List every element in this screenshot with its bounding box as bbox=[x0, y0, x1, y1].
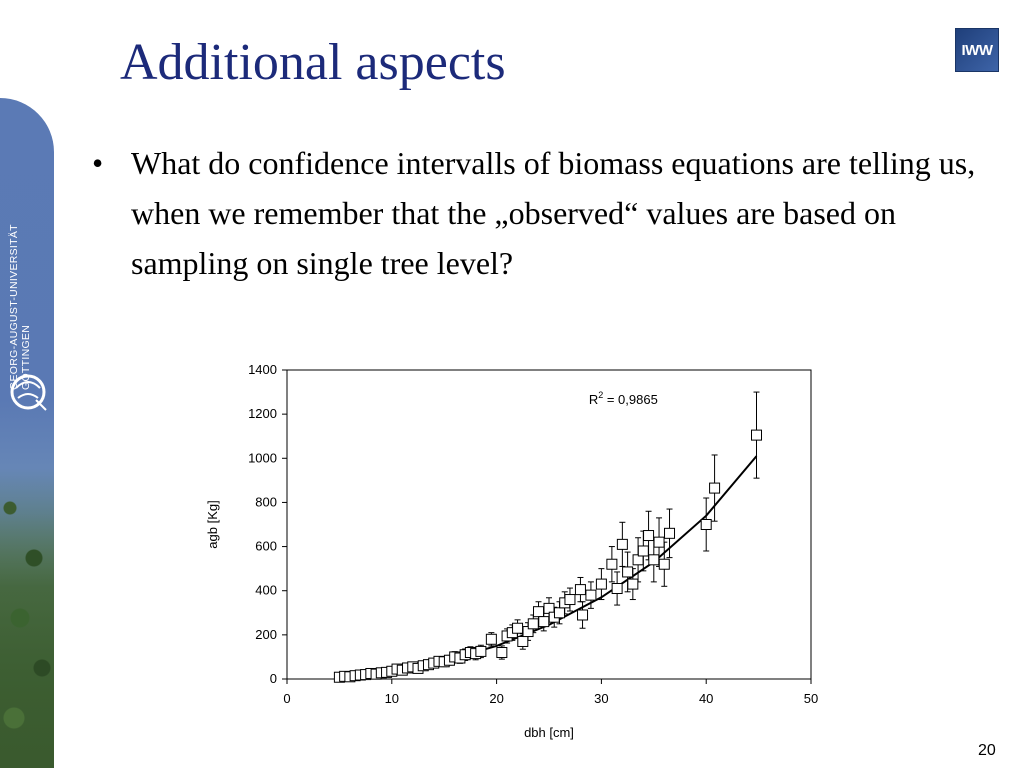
data-point bbox=[595, 578, 607, 590]
data-point bbox=[533, 606, 545, 618]
y-tick-label: 1400 bbox=[248, 362, 277, 377]
r-squared-value: = 0,9865 bbox=[603, 392, 658, 407]
data-point bbox=[643, 530, 655, 542]
data-point bbox=[611, 583, 623, 595]
y-tick-label: 400 bbox=[255, 583, 277, 598]
data-point bbox=[700, 519, 712, 530]
data-point bbox=[496, 647, 508, 659]
page-number: 20 bbox=[978, 742, 996, 759]
slide-title: Additional aspects bbox=[120, 34, 506, 91]
data-point bbox=[577, 609, 589, 621]
data-point bbox=[648, 554, 660, 566]
y-tick-label: 600 bbox=[255, 539, 277, 554]
x-tick-label: 20 bbox=[489, 691, 503, 706]
y-tick-label: 800 bbox=[255, 494, 277, 509]
data-point bbox=[517, 635, 529, 647]
university-seal-icon bbox=[10, 374, 47, 411]
data-point bbox=[538, 616, 550, 628]
x-tick-label: 10 bbox=[385, 691, 399, 706]
x-tick-label: 0 bbox=[283, 691, 290, 706]
r-label: R bbox=[589, 392, 598, 407]
data-point bbox=[637, 545, 649, 557]
y-tick-label: 1000 bbox=[248, 450, 277, 465]
university-name-line1: GEORG-AUGUST-UNIVERSITÄT bbox=[8, 224, 20, 390]
university-name-line2: GÖTTINGEN bbox=[20, 324, 32, 390]
data-point bbox=[485, 633, 497, 645]
biomass-scatter-chart: 0 200 400 600 800 1000 1200 1400 0 10 20 30 40 50 R2 … bbox=[205, 362, 818, 740]
data-point bbox=[606, 558, 618, 570]
plot-area-frame bbox=[286, 369, 812, 680]
bullet-text: What do confidence intervalls of biomass… bbox=[131, 145, 976, 281]
data-point bbox=[585, 589, 597, 601]
data-point bbox=[512, 622, 524, 634]
r-squared-annotation: R2 = 0,9865 bbox=[589, 390, 658, 407]
data-point bbox=[564, 594, 576, 606]
bullet-marker: • bbox=[92, 145, 104, 181]
data-point bbox=[527, 618, 539, 630]
data-point bbox=[658, 558, 670, 570]
sidebar-band bbox=[0, 98, 54, 768]
data-point bbox=[616, 538, 628, 550]
iww-logo: IWW bbox=[955, 28, 999, 72]
y-tick-label: 1200 bbox=[248, 406, 277, 421]
x-tick-label: 50 bbox=[804, 691, 818, 706]
y-tick-label: 0 bbox=[270, 671, 277, 686]
logo-text: IWW bbox=[961, 41, 993, 59]
data-point bbox=[709, 482, 721, 494]
forest-image bbox=[0, 468, 54, 768]
y-axis-label: agb [Kg] bbox=[205, 500, 220, 548]
data-point bbox=[553, 607, 565, 619]
x-axis-label: dbh [cm] bbox=[524, 725, 574, 740]
university-name: GEORG-AUGUST-UNIVERSITÄT GÖTTINGEN bbox=[8, 90, 32, 390]
data-point bbox=[653, 536, 665, 548]
data-point bbox=[574, 584, 586, 596]
x-tick-label: 30 bbox=[594, 691, 608, 706]
r-superscript: 2 bbox=[598, 390, 603, 400]
data-point bbox=[751, 429, 763, 441]
data-point bbox=[627, 578, 639, 590]
x-tick-label: 40 bbox=[699, 691, 713, 706]
data-point bbox=[664, 527, 676, 539]
data-point bbox=[622, 566, 634, 578]
y-tick-label: 200 bbox=[255, 627, 277, 642]
data-point bbox=[475, 645, 487, 657]
